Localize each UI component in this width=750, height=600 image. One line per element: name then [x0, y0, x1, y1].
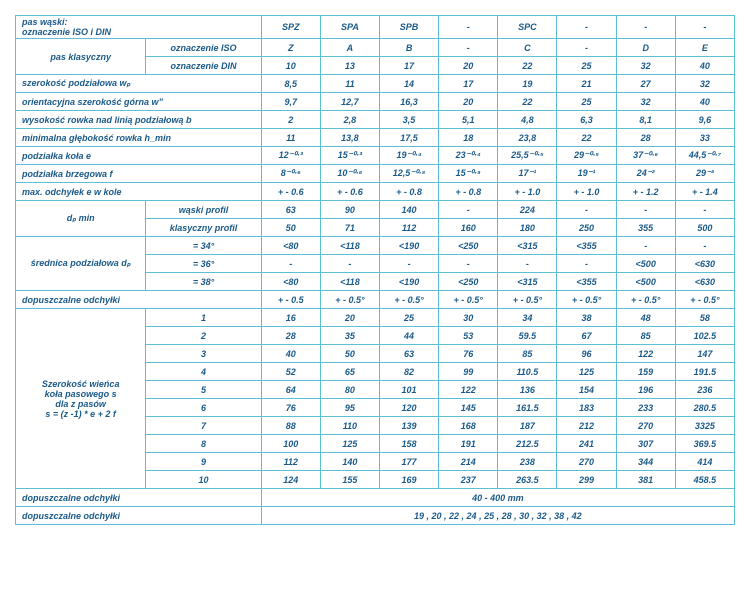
row-0-5: 21: [557, 75, 616, 93]
wienca-idx-2: 3: [146, 345, 261, 363]
wienca-idx-0: 1: [146, 309, 261, 327]
col-iso-2: B: [379, 39, 438, 57]
row-2-2: 3,5: [379, 111, 438, 129]
col-din-0: 10: [261, 57, 320, 75]
row-1-6: 32: [616, 93, 675, 111]
dpmin-label: dₚ min: [16, 201, 146, 237]
dopusz1-label: dopuszczalne odchyłki: [16, 291, 262, 309]
row-3-4: 23,8: [498, 129, 557, 147]
wienca-idx-7: 8: [146, 435, 261, 453]
din-label: oznaczenie DIN: [146, 57, 261, 75]
col-iso-7: E: [675, 39, 734, 57]
row-3-7: 33: [675, 129, 734, 147]
row-1-7: 40: [675, 93, 734, 111]
col-narrow-7: -: [675, 16, 734, 39]
row-0-2: 14: [379, 75, 438, 93]
wienca-idx-5: 6: [146, 399, 261, 417]
col-din-2: 17: [379, 57, 438, 75]
row-0-3: 17: [439, 75, 498, 93]
col-din-4: 22: [498, 57, 557, 75]
col-din-7: 40: [675, 57, 734, 75]
row-3-2: 17,5: [379, 129, 438, 147]
row-1-4: 22: [498, 93, 557, 111]
row-0-0: 8,5: [261, 75, 320, 93]
row-label-3: minimalna głębokość rowka h_min: [16, 129, 262, 147]
dopusz3-label: dopuszczalne odchyłki: [16, 507, 262, 525]
wienca-idx-8: 9: [146, 453, 261, 471]
row-label-0: szerokość podziałowa wₚ: [16, 75, 262, 93]
col-narrow-6: -: [616, 16, 675, 39]
row-3-3: 18: [439, 129, 498, 147]
narrow-belt-header: pas wąski:oznaczenie ISO i DIN: [16, 16, 262, 39]
klas-label: klasyczny profil: [146, 219, 261, 237]
col-iso-3: -: [439, 39, 498, 57]
iso-label: oznaczenie ISO: [146, 39, 261, 57]
col-iso-4: C: [498, 39, 557, 57]
row-2-6: 8,1: [616, 111, 675, 129]
dopusz3-span: 19 , 20 , 22 , 24 , 25 , 28 , 30 , 32 , …: [261, 507, 734, 525]
row-0-1: 11: [320, 75, 379, 93]
row-1-2: 16,3: [379, 93, 438, 111]
row-1-5: 25: [557, 93, 616, 111]
special-row-2: max. odchyłek e w kole: [16, 183, 262, 201]
row-0-7: 32: [675, 75, 734, 93]
wienca-idx-4: 5: [146, 381, 261, 399]
row-0-4: 19: [498, 75, 557, 93]
col-narrow-2: SPB: [379, 16, 438, 39]
row-2-1: 2,8: [320, 111, 379, 129]
col-narrow-5: -: [557, 16, 616, 39]
row-2-0: 2: [261, 111, 320, 129]
col-narrow-0: SPZ: [261, 16, 320, 39]
col-iso-1: A: [320, 39, 379, 57]
wienca-idx-1: 2: [146, 327, 261, 345]
row-2-7: 9,6: [675, 111, 734, 129]
dopusz2-label: dopuszczalne odchyłki: [16, 489, 262, 507]
wienca-idx-3: 4: [146, 363, 261, 381]
row-1-1: 12,7: [320, 93, 379, 111]
col-iso-5: -: [557, 39, 616, 57]
col-narrow-1: SPA: [320, 16, 379, 39]
wienca-idx-6: 7: [146, 417, 261, 435]
row-2-5: 6,3: [557, 111, 616, 129]
col-din-5: 25: [557, 57, 616, 75]
classic-belt-header: pas klasyczny: [16, 39, 146, 75]
col-din-6: 32: [616, 57, 675, 75]
row-1-3: 20: [439, 93, 498, 111]
row-label-2: wysokość rowka nad linią podziałową b: [16, 111, 262, 129]
row-3-5: 22: [557, 129, 616, 147]
belt-spec-table: pas wąski:oznaczenie ISO i DINSPZSPASPB-…: [15, 15, 735, 525]
row-2-3: 5,1: [439, 111, 498, 129]
col-iso-0: Z: [261, 39, 320, 57]
wienca-label: Szerokość wieńcakoła pasowego sdla z pas…: [16, 309, 146, 489]
row-2-4: 4,8: [498, 111, 557, 129]
row-3-1: 13,8: [320, 129, 379, 147]
special-row-0: podziałka koła e: [16, 147, 262, 165]
col-narrow-3: -: [439, 16, 498, 39]
row-3-6: 28: [616, 129, 675, 147]
dopusz2-span: 40 - 400 mm: [261, 489, 734, 507]
col-din-1: 13: [320, 57, 379, 75]
row-1-0: 9,7: [261, 93, 320, 111]
row-label-1: orientacyjna szerokość górna w”: [16, 93, 262, 111]
col-din-3: 20: [439, 57, 498, 75]
special-row-1: podziałka brzegowa f: [16, 165, 262, 183]
wienca-idx-9: 10: [146, 471, 261, 489]
col-narrow-4: SPC: [498, 16, 557, 39]
row-3-0: 11: [261, 129, 320, 147]
row-0-6: 27: [616, 75, 675, 93]
srednica-label: średnica podziałowa dₚ: [16, 237, 146, 291]
waski-label: wąski profil: [146, 201, 261, 219]
col-iso-6: D: [616, 39, 675, 57]
